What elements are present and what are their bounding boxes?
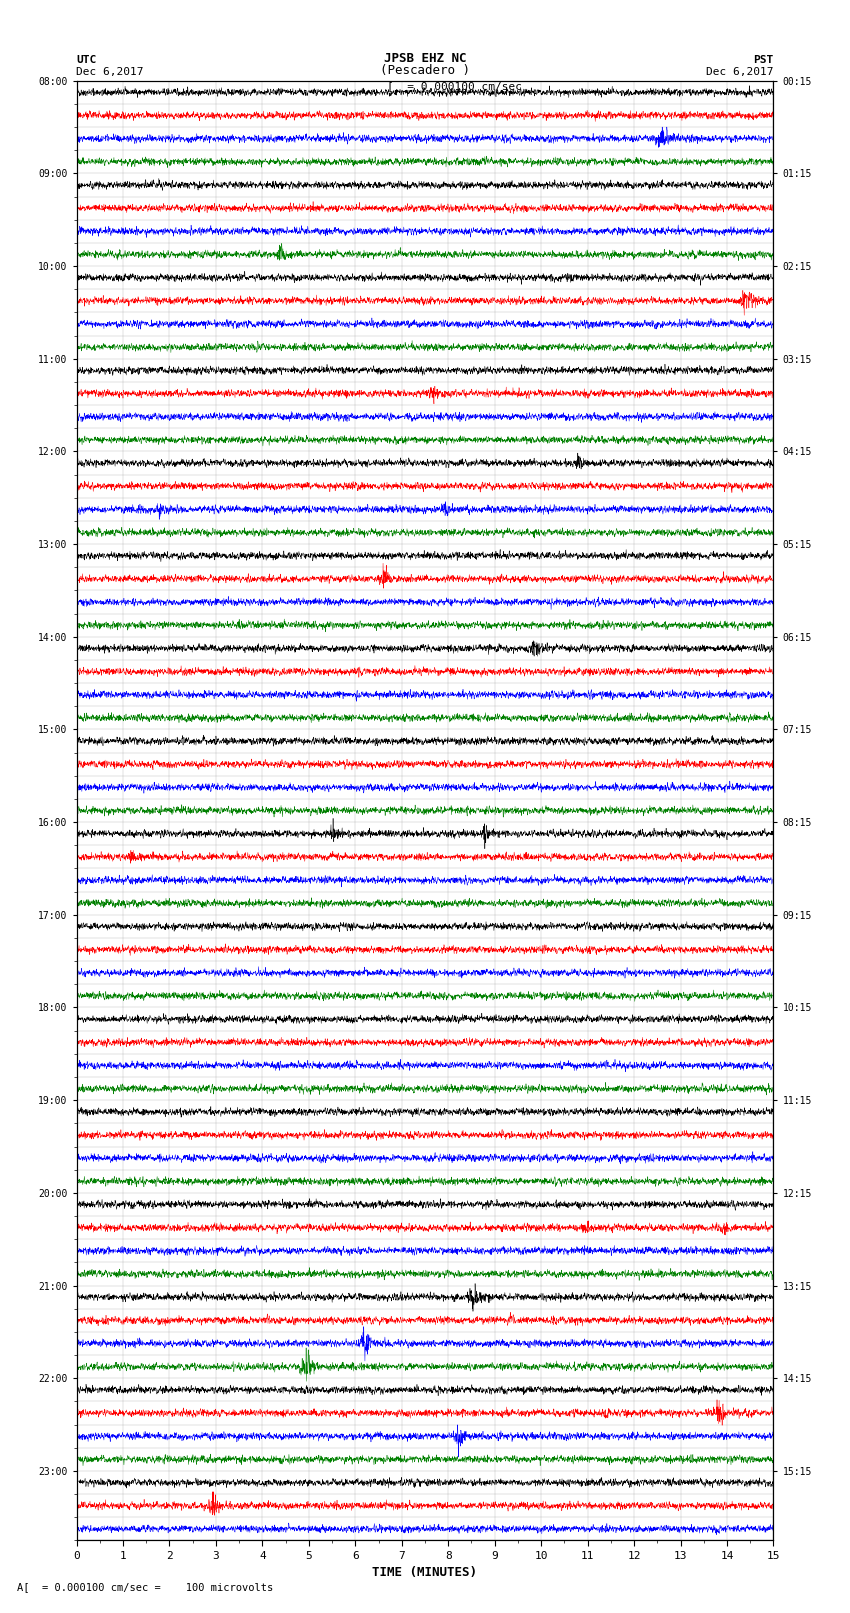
Text: (Pescadero ): (Pescadero ) bbox=[380, 63, 470, 77]
Text: Dec 6,2017: Dec 6,2017 bbox=[706, 66, 774, 77]
Text: [  = 0.000100 cm/sec: [ = 0.000100 cm/sec bbox=[387, 81, 522, 92]
Text: JPSB EHZ NC: JPSB EHZ NC bbox=[383, 52, 467, 65]
Text: A[  = 0.000100 cm/sec =    100 microvolts: A[ = 0.000100 cm/sec = 100 microvolts bbox=[17, 1582, 273, 1592]
X-axis label: TIME (MINUTES): TIME (MINUTES) bbox=[372, 1566, 478, 1579]
Text: PST: PST bbox=[753, 55, 774, 65]
Text: UTC: UTC bbox=[76, 55, 97, 65]
Text: Dec 6,2017: Dec 6,2017 bbox=[76, 66, 144, 77]
